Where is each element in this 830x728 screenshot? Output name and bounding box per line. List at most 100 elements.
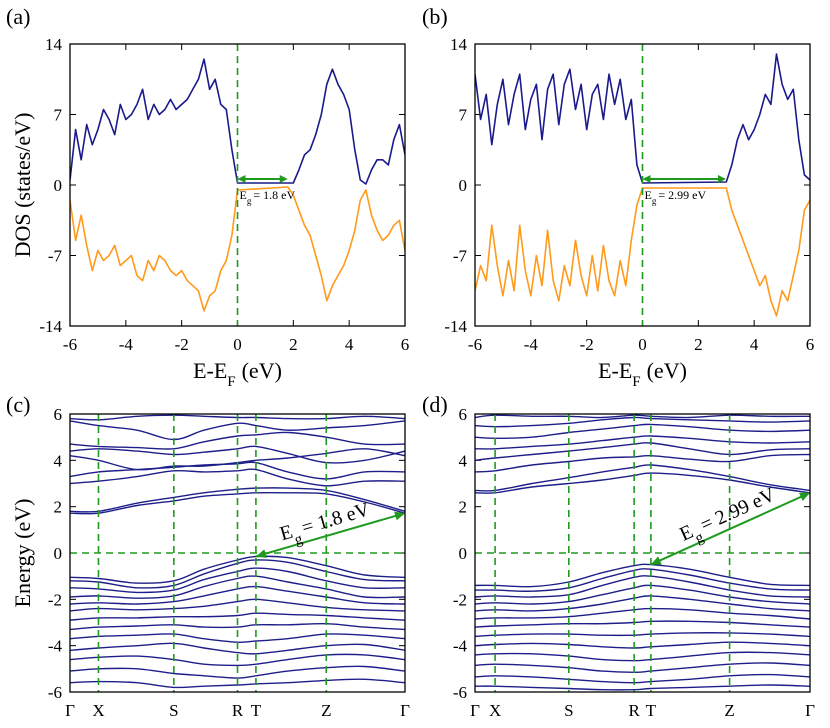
conduction-band [475,435,810,450]
conduction-band [475,453,810,473]
y-tick-label: 14 [450,35,468,54]
y-axis-title: Energy (eV) [10,499,35,608]
panel-letter: (d) [422,392,448,417]
x-tick-label: -2 [175,335,189,354]
x-tick-label: 4 [750,335,759,354]
x-tick-label: -4 [119,335,134,354]
plot-frame [69,413,406,693]
spin-up-dos-line [70,58,405,185]
valence-band [70,575,405,599]
dos-series-group [70,58,405,312]
valence-band [475,575,810,598]
x-axis-title-unit: (eV) [242,358,282,383]
valence-band [475,632,810,638]
valence-band [475,568,810,592]
x-tick-label: -2 [580,335,594,354]
k-point-label: Γ [805,701,815,720]
y-tick-label: 4 [459,451,468,470]
k-point-label: Γ [400,701,410,720]
gap-arrow-head-vbm [255,549,267,558]
valence-band [475,607,810,620]
x-tick-label: 0 [233,335,242,354]
k-point-label: X [92,701,104,720]
gap-label-value: = 2.99 eV [658,188,706,202]
y-tick-label: 6 [459,405,468,424]
gap-label-value: = 1.8 eV [253,188,295,202]
gap-label-main: E [240,188,247,202]
gap-label-main: E [645,188,652,202]
y-tick-label: 0 [459,544,468,563]
y-axis-title: DOS (states/eV) [10,113,35,258]
y-tick-label: 6 [54,405,63,424]
gap-arrow [650,491,811,566]
x-axis-title-sub: F [227,374,235,390]
gap-label-sub: g [247,196,252,206]
x-tick-label: -6 [63,335,77,354]
y-tick-label: -6 [48,683,62,702]
band-gap-label: Eg= 2.99 eV [676,483,782,552]
spin-down-dos-line [475,187,810,317]
valence-band [475,673,810,684]
k-point-label: Z [321,701,331,720]
conduction-band [70,420,405,441]
k-point-label: T [646,701,657,720]
band-gap-label: Eg= 2.99 eV [645,188,707,206]
y-tick-label: -2 [453,590,467,609]
x-axis-title-main: E-E [193,358,227,383]
y-tick-label: 0 [54,544,63,563]
plot-frame [474,43,811,327]
plot-frame [69,43,406,327]
x-tick-label: 0 [638,335,647,354]
gap-label-sub: g [652,196,657,206]
valence-band [475,641,810,649]
y-tick-label: -4 [48,637,63,656]
valence-band [475,662,810,674]
y-tick-label: -6 [453,683,467,702]
x-tick-label: -4 [524,335,539,354]
spin-up-dos-line [475,53,810,184]
panel-letter: (b) [422,4,448,29]
gap-arrow-head-cbm [799,492,810,501]
gap-arrow-head-right [279,175,288,183]
x-axis-title-unit: (eV) [647,358,687,383]
y-tick-label: -2 [48,590,62,609]
panel-0: (a) 14 7 0 -7 -14-6 -4 -2 0 2 4 6 Eg = 1.8 eV E-EF (eV)… [6,4,409,390]
conduction-band [70,431,405,450]
y-tick-label: -7 [48,247,63,266]
valence-band [70,642,405,655]
k-point-label: T [251,701,262,720]
y-tick-label: -14 [444,317,467,336]
panel-letter: (a) [6,4,30,29]
y-tick-label: 7 [54,106,63,125]
x-axis-title: E-EF (eV) [193,358,282,390]
dos-series-group [475,53,810,317]
y-tick-label: 0 [54,176,63,195]
y-tick-label: -7 [453,247,468,266]
y-tick-label: 2 [459,498,468,517]
valence-band [70,653,405,667]
x-tick-label: 6 [806,335,815,354]
k-point-label: R [232,701,244,720]
k-point-label: Γ [470,701,480,720]
valence-band [70,598,405,612]
conduction-band [70,491,405,515]
gap-label-value: = 2.99 eV [697,483,779,536]
x-axis-title-sub: F [632,374,640,390]
k-point-label: S [169,701,178,720]
k-point-label: Γ [65,701,75,720]
panel-letter: (c) [6,392,30,417]
valence-band [475,684,810,691]
k-point-label: Z [724,701,734,720]
k-point-label: R [628,701,640,720]
gap-arrow-head-left [237,175,246,183]
band-gap-label: Eg= 1.8 eV [240,188,296,206]
x-tick-label: 2 [694,335,703,354]
x-axis-title: E-EF (eV) [598,358,687,390]
gap-arrow-head-left [642,175,651,183]
y-tick-label: 0 [459,176,468,195]
y-tick-label: 4 [54,451,63,470]
plot-frame [474,413,811,693]
valence-band [70,622,405,631]
